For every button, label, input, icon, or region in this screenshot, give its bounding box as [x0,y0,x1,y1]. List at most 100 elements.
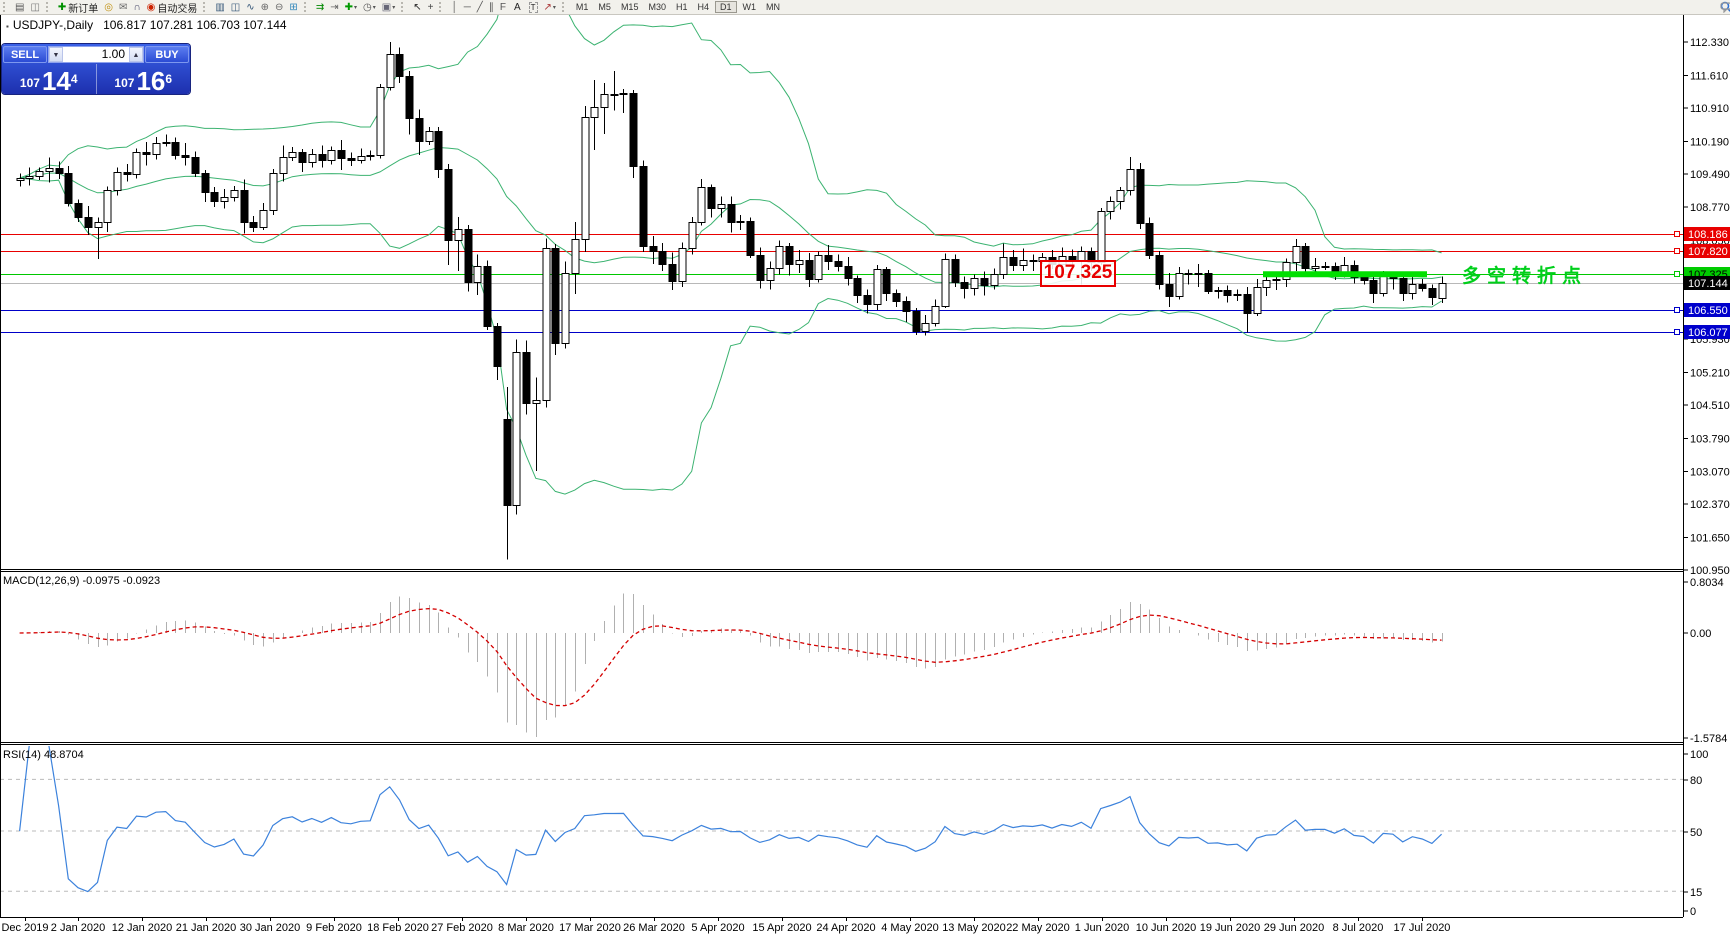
cursor-icon[interactable]: ↖ [410,1,424,14]
svg-text:106.550: 106.550 [1688,305,1728,317]
svg-text:80: 80 [1690,775,1702,787]
one-click-trade-panel: SELL ▼ 1.00 ▲ BUY 107 14 4 107 16 6 [2,44,190,94]
shift-glyph: ⇥ [330,1,339,13]
zoom-in-icon[interactable]: ⊕ [258,1,272,14]
trend-glyph: ╱ [476,1,483,13]
new-order-glyph: ✚ [57,1,67,13]
svg-text:107.144: 107.144 [1688,278,1728,290]
toolbar-group: ⇉ ⇥ ✚ ▾ ◷ ▾ ▣ ▾ [301,0,398,14]
panel-borders [0,14,1684,918]
text-label-tool-icon[interactable]: T [524,1,541,14]
hline-handle[interactable] [1674,329,1680,335]
auto-scroll-icon[interactable]: ⇉ [313,1,327,14]
timeframe-button-m1[interactable]: M1 [575,2,589,12]
timeframe-button-m30[interactable]: M30 [648,2,666,12]
arrow-glyph: ↗ [543,1,552,13]
fibonacci-icon[interactable]: F [497,1,509,14]
line-chart-icon[interactable]: ∿ [243,1,257,14]
svg-text:0: 0 [1690,906,1696,918]
sell-button[interactable]: SELL [3,46,47,63]
bars-glyph: ▥ [215,1,225,13]
svg-text:Dec 2019: Dec 2019 [1,922,48,934]
hline-glyph: ─ [463,1,471,13]
macd-label: MACD(12,26,9) -0.0975 -0.0923 [3,575,161,587]
svg-text:105.210: 105.210 [1690,367,1730,379]
market-watch-icon[interactable]: ◎ [101,1,116,14]
text-tool-icon[interactable]: A [509,1,524,14]
zoom-out-icon[interactable]: ⊖ [272,1,286,14]
fibo-glyph: F [499,1,506,13]
svg-text:101.650: 101.650 [1690,533,1730,545]
dropdown-caret-icon[interactable]: ▾ [392,4,396,11]
new-order-button[interactable]: ✚ 新订单 [55,1,101,15]
svg-text:112.330: 112.330 [1690,37,1729,49]
hline-handle[interactable] [1674,231,1680,237]
time-axis[interactable]: Dec 2019 2 Jan 2020 12 Jan 2020 21 Jan 2020… [1,917,1450,934]
sell-price[interactable]: 107 14 4 [2,64,97,94]
timeframe-button-w1[interactable]: W1 [742,2,757,12]
auto-trading-button[interactable]: ◉ 自动交易 [144,1,201,15]
volume-up-button[interactable]: ▲ [129,47,143,62]
timeframe-button-mn[interactable]: MN [766,2,781,12]
support-icon[interactable]: ∩ [130,1,143,14]
timeframe-button-h1[interactable]: H1 [675,2,688,12]
price-axis[interactable]: 112.330 111.610 110.910 110.190 109.490 108.7… [1683,37,1730,918]
buy-button[interactable]: BUY [145,46,189,63]
volume-input[interactable]: 1.00 [101,47,125,61]
autoscroll-glyph: ⇉ [315,1,325,13]
periods-icon[interactable]: ◷ ▾ [360,1,379,14]
price-annotation-box[interactable]: 107.325 [1040,260,1116,287]
svg-text:100.950: 100.950 [1690,565,1730,577]
trendline-icon[interactable]: ╱ [474,1,486,14]
timeframe-toolbar: M1 M5 M15 M30 H1 H4 D1 W1 MN [559,0,785,14]
indicators-icon[interactable]: ✚ ▾ [342,1,360,14]
svg-text:9 Feb 2020: 9 Feb 2020 [306,922,362,934]
dropdown-caret-icon[interactable]: ▾ [552,4,556,11]
svg-text:30 Jan 2020: 30 Jan 2020 [240,922,301,934]
horizontal-line-objects[interactable] [0,234,1683,333]
profile-icon[interactable]: ◫ [27,1,42,14]
vertical-line-icon[interactable]: │ [448,1,460,14]
templates-icon[interactable]: ▣ ▾ [379,1,398,14]
chart-shift-icon[interactable]: ⇥ [327,1,341,14]
horizontal-line-icon[interactable]: ─ [461,1,474,14]
svg-text:107.820: 107.820 [1688,246,1728,258]
dropdown-caret-icon[interactable]: ▾ [353,4,357,11]
candlestick-chart-icon[interactable]: ◫ [228,1,243,14]
crosshair-icon[interactable]: + [425,1,437,14]
timeframe-button-h4[interactable]: H4 [697,2,709,12]
hline-handle[interactable] [1674,248,1680,254]
svg-text:103.070: 103.070 [1690,467,1730,479]
main-chart-panel [0,14,1683,560]
turning-point-text[interactable]: 多空转折点 [1462,266,1588,287]
toolbar-grip [45,2,53,12]
timeframe-button-d1[interactable]: D1 [715,1,737,13]
tile-windows-icon[interactable]: ⊞ [286,1,300,14]
volume-down-button[interactable]: ▼ [49,47,63,62]
bar-chart-icon[interactable]: ▥ [212,1,227,14]
equidistant-channel-icon[interactable]: ∥ [486,1,497,14]
text-label-tool-icon-label: T [528,1,538,13]
timeframe-button-m15[interactable]: M15 [620,2,639,12]
arrows-tool-icon[interactable]: ↗ ▾ [541,1,559,14]
toolbar-grip [401,2,408,12]
zoomin-glyph: ⊕ [260,1,270,13]
hline-handle[interactable] [1674,271,1680,277]
cursor-glyph: ↖ [413,1,422,13]
macd-histogram [28,593,1444,737]
svg-text:104.510: 104.510 [1690,400,1730,412]
chart-window-icon[interactable]: ▤ [12,1,27,14]
new-order-button-label: 新订单 [68,3,99,15]
svg-text:12 Jan 2020: 12 Jan 2020 [112,922,173,934]
dropdown-caret-icon[interactable]: ▾ [372,4,376,11]
mailbox-icon[interactable]: ✉ [116,1,130,14]
buy-price[interactable]: 107 16 6 [97,64,191,94]
timeframe-button-m5[interactable]: M5 [598,2,611,12]
toolbar-grip [303,2,311,12]
hline-handle[interactable] [1674,307,1680,313]
toolbar-group: ▥ ◫ ∿ ⊕ ⊖ ⊞ [200,0,300,14]
sell-price-pips: 14 [41,66,71,94]
svg-text:1 Jun 2020: 1 Jun 2020 [1075,922,1129,934]
